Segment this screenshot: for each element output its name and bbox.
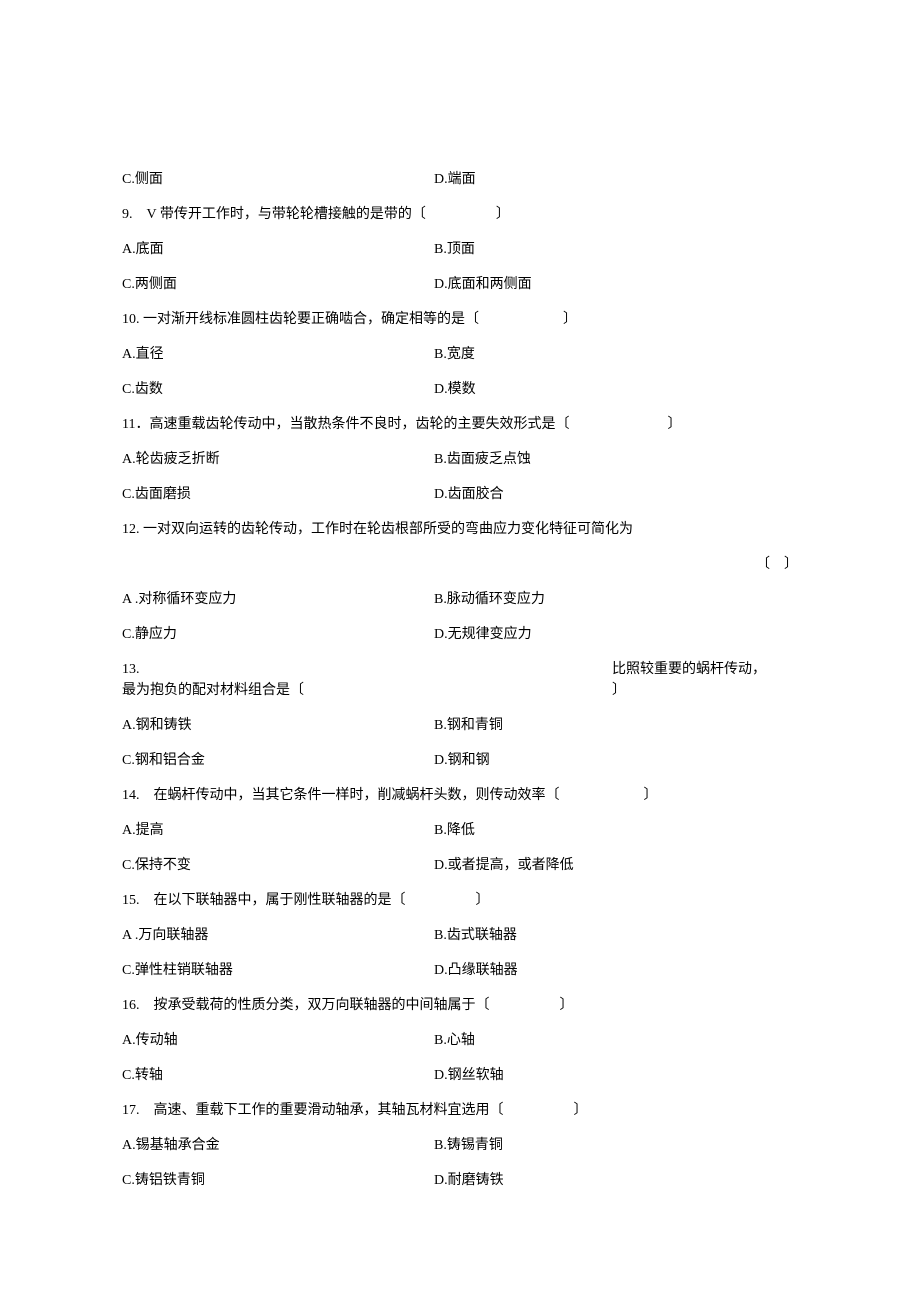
option-row: C.铸铝铁青铜D.耐磨铸铁 [122, 1170, 798, 1191]
option-left: C.侧面 [122, 169, 434, 190]
option-left: A.传动轴 [122, 1030, 434, 1051]
option-right: D.钢丝软轴 [434, 1065, 798, 1086]
question-text: 9. V 带传开工作时，与带轮轮槽接触的是带的〔 〕 [122, 204, 798, 225]
question-text: 15. 在以下联轴器中，属于刚性联轴器的是〔 〕 [122, 890, 798, 911]
option-left: A.直径 [122, 344, 434, 365]
question-text: 12. 一对双向运转的齿轮传动，工作时在轮齿根部所受的弯曲应力变化特征可简化为 [122, 519, 798, 540]
option-row: A.提高B.降低 [122, 820, 798, 841]
option-row: C.保持不变D.或者提高，或者降低 [122, 855, 798, 876]
option-right: B.齿面疲乏点蚀 [434, 449, 798, 470]
option-right: B.脉动循环变应力 [434, 589, 798, 610]
option-right: B.齿式联轴器 [434, 925, 798, 946]
option-left: C.弹性柱销联轴器 [122, 960, 434, 981]
option-row: A.锡基轴承合金B.铸锡青铜 [122, 1135, 798, 1156]
option-right: B.心轴 [434, 1030, 798, 1051]
option-right: D.模数 [434, 379, 798, 400]
option-right: D.凸缘联轴器 [434, 960, 798, 981]
option-row: C.静应力D.无规律变应力 [122, 624, 798, 645]
question-text: 16. 按承受载荷的性质分类，双万向联轴器的中间轴属于〔 〕 [122, 995, 798, 1016]
option-right: D.齿面胶合 [434, 484, 798, 505]
q13-paren: 〕 [612, 680, 798, 701]
option-row: C.齿面磨损D.齿面胶合 [122, 484, 798, 505]
option-left: C.钢和铝合金 [122, 750, 434, 771]
option-right: D.端面 [434, 169, 798, 190]
option-row: A.钢和铸铁B.钢和青铜 [122, 715, 798, 736]
option-right: D.耐磨铸铁 [434, 1170, 798, 1191]
option-row: C.齿数D.模数 [122, 379, 798, 400]
option-left: A .对称循环变应力 [122, 589, 434, 610]
option-right: D.或者提高，或者降低 [434, 855, 798, 876]
q13-left: 13.最为抱负的配对材料组合是〔 [122, 659, 612, 701]
option-row: C.转轴D.钢丝软轴 [122, 1065, 798, 1086]
option-left: C.转轴 [122, 1065, 434, 1086]
option-left: A .万向联轴器 [122, 925, 434, 946]
option-right: B.铸锡青铜 [434, 1135, 798, 1156]
option-right: B.降低 [434, 820, 798, 841]
option-row: C.两侧面D.底面和两侧面 [122, 274, 798, 295]
question-text: 14. 在蜗杆传动中，当其它条件一样时，削减蜗杆头数，则传动效率〔 〕 [122, 785, 798, 806]
option-row: A.轮齿疲乏折断B.齿面疲乏点蚀 [122, 449, 798, 470]
q13-text-start: 比照较重要的蜗杆传动， [612, 659, 798, 680]
blank-paren: 〔 〕 [122, 554, 798, 575]
option-right: D.底面和两侧面 [434, 274, 798, 295]
option-left: C.静应力 [122, 624, 434, 645]
q13-number: 13. [122, 659, 612, 680]
option-right: D.无规律变应力 [434, 624, 798, 645]
question-text: 10. 一对渐开线标准圆柱齿轮要正确啮合，确定相等的是〔 〕 [122, 309, 798, 330]
option-left: C.保持不变 [122, 855, 434, 876]
q13-right: 比照较重要的蜗杆传动，〕 [612, 659, 798, 701]
option-left: A.锡基轴承合金 [122, 1135, 434, 1156]
option-row: A .对称循环变应力B.脉动循环变应力 [122, 589, 798, 610]
option-row: C.钢和铝合金D.钢和钢 [122, 750, 798, 771]
question-text: 11．高速重载齿轮传动中，当散热条件不良时，齿轮的主要失效形式是〔 〕 [122, 414, 798, 435]
q13-text-cont: 最为抱负的配对材料组合是〔 [122, 680, 612, 701]
option-row: C.侧面D.端面 [122, 169, 798, 190]
option-row: A.底面B.顶面 [122, 239, 798, 260]
question-13: 13.最为抱负的配对材料组合是〔比照较重要的蜗杆传动，〕 [122, 659, 798, 701]
option-left: C.齿面磨损 [122, 484, 434, 505]
option-left: C.铸铝铁青铜 [122, 1170, 434, 1191]
option-right: B.宽度 [434, 344, 798, 365]
option-right: B.顶面 [434, 239, 798, 260]
exam-content: C.侧面D.端面9. V 带传开工作时，与带轮轮槽接触的是带的〔 〕A.底面B.… [122, 169, 798, 1191]
option-row: A.直径B.宽度 [122, 344, 798, 365]
option-left: A.底面 [122, 239, 434, 260]
option-left: A.轮齿疲乏折断 [122, 449, 434, 470]
option-left: C.两侧面 [122, 274, 434, 295]
option-row: A.传动轴B.心轴 [122, 1030, 798, 1051]
question-text: 17. 高速、重载下工作的重要滑动轴承，其轴瓦材料宜选用〔 〕 [122, 1100, 798, 1121]
option-right: D.钢和钢 [434, 750, 798, 771]
option-right: B.钢和青铜 [434, 715, 798, 736]
option-left: A.钢和铸铁 [122, 715, 434, 736]
option-row: A .万向联轴器B.齿式联轴器 [122, 925, 798, 946]
option-left: A.提高 [122, 820, 434, 841]
option-left: C.齿数 [122, 379, 434, 400]
option-row: C.弹性柱销联轴器D.凸缘联轴器 [122, 960, 798, 981]
